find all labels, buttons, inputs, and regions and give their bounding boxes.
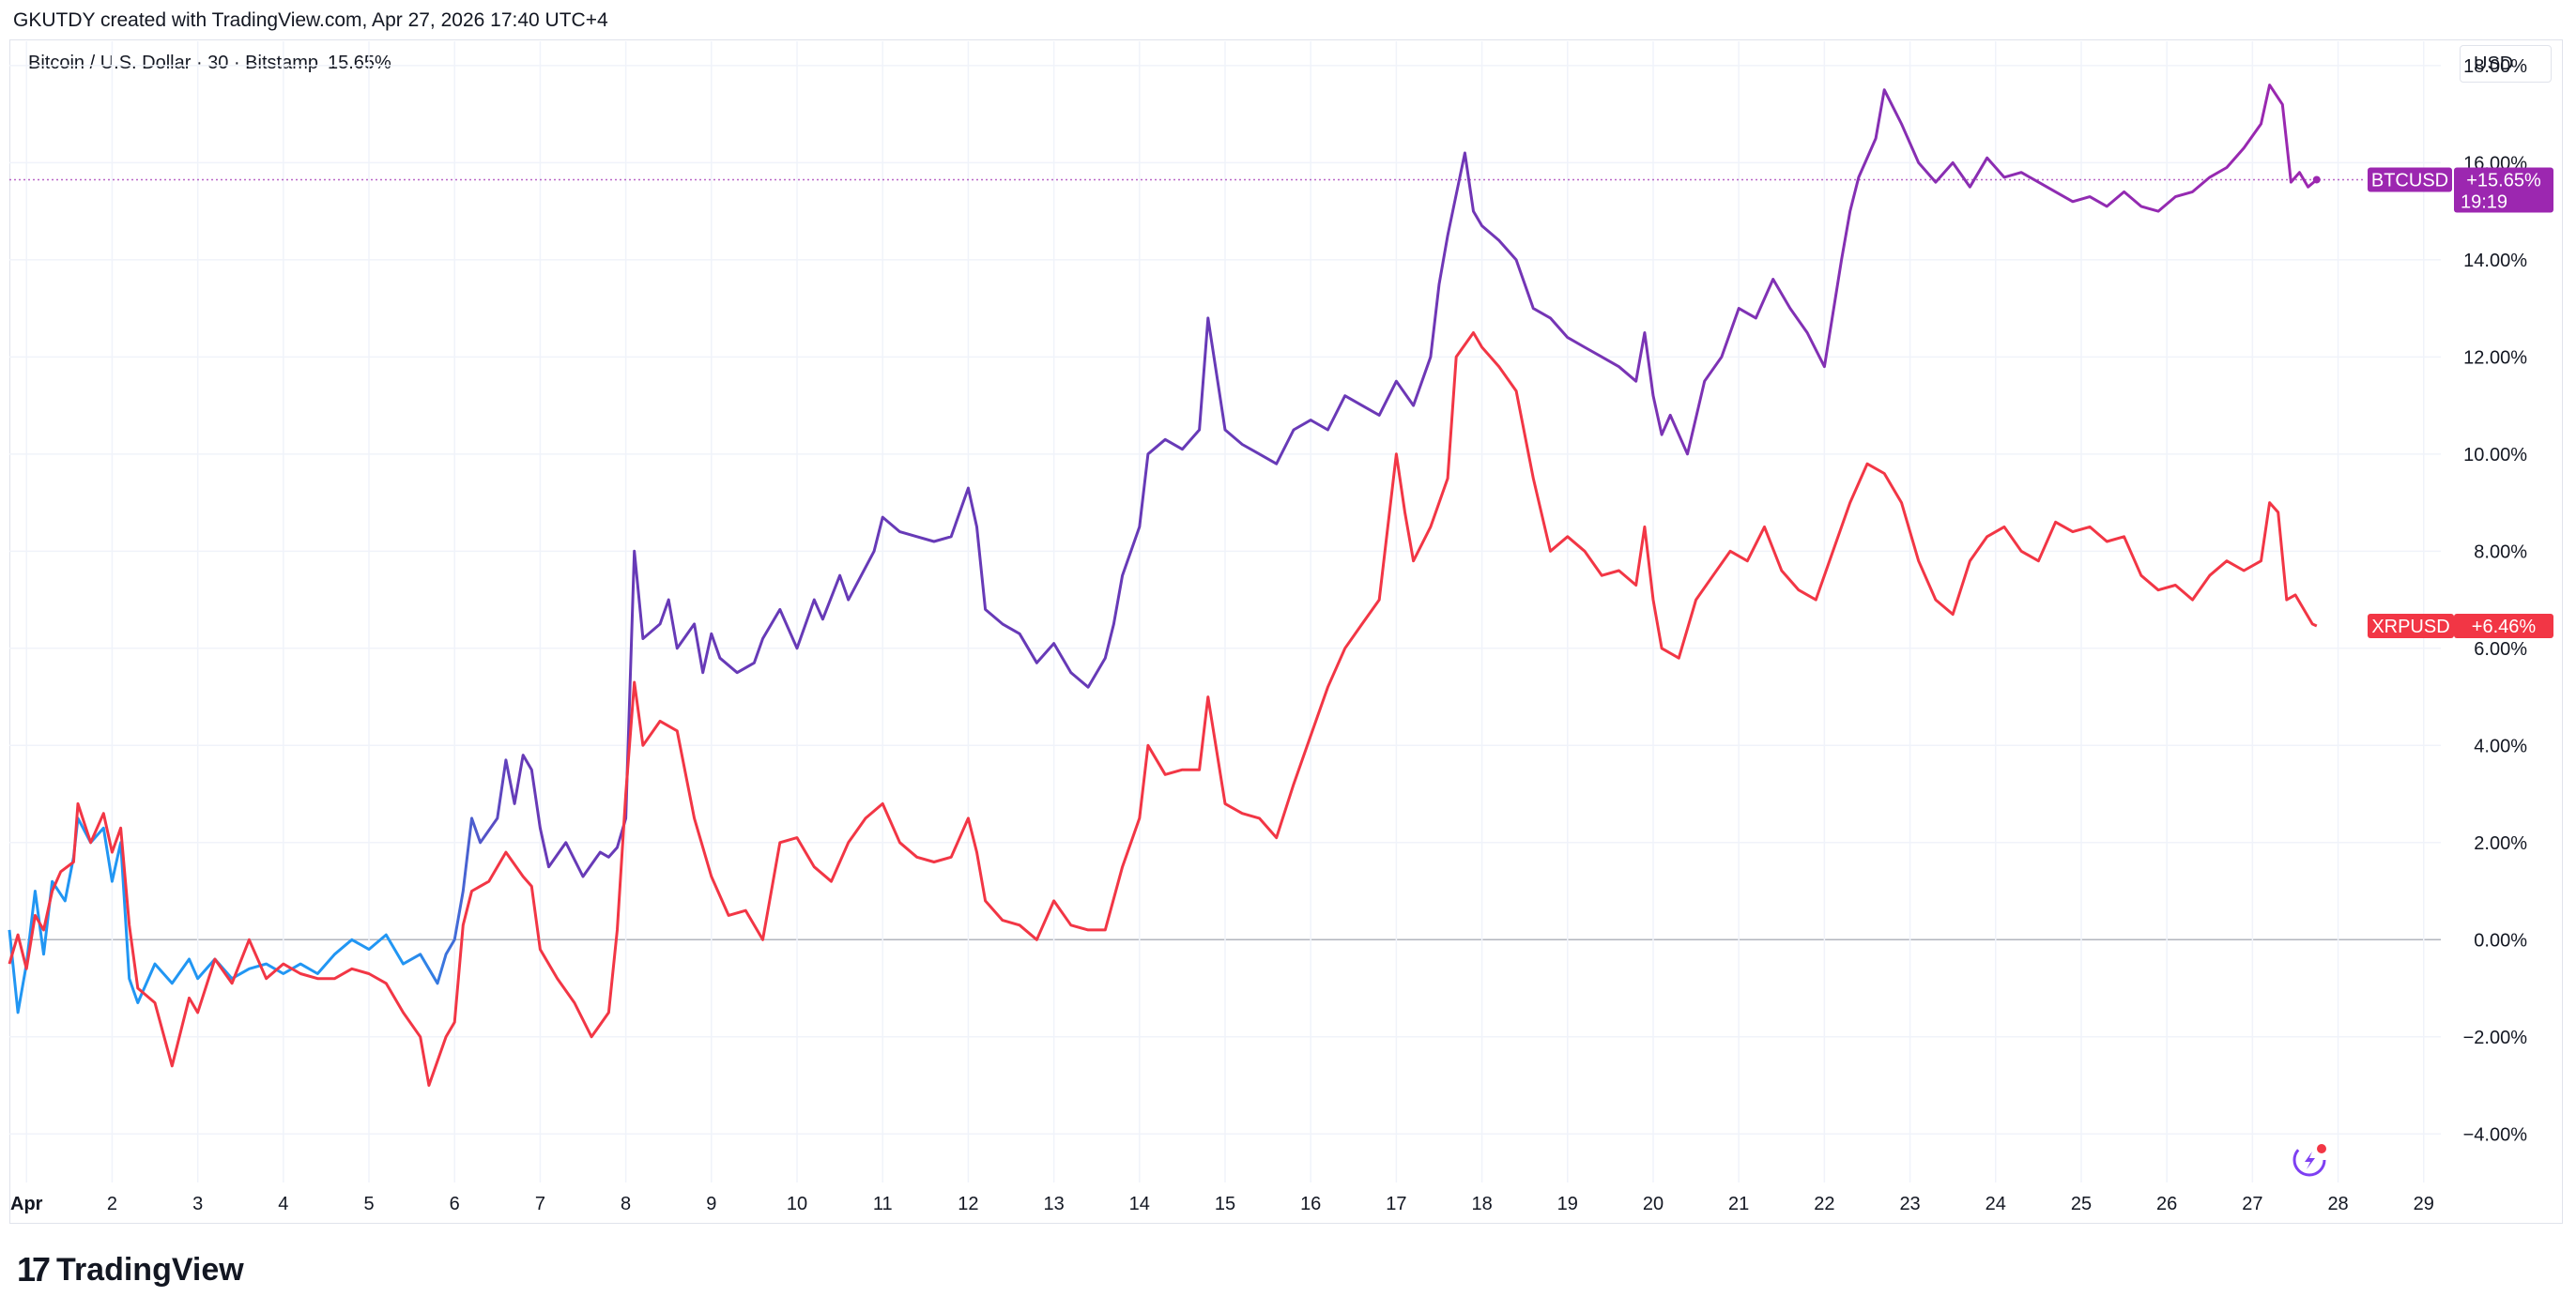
x-tick-label: 11 <box>873 1194 893 1214</box>
y-tick-label: 18.00% <box>2463 56 2527 77</box>
xrpusd-value-tag <box>2454 614 2553 639</box>
x-tick-label: 12 <box>958 1194 978 1214</box>
x-tick-label: 5 <box>363 1194 374 1214</box>
xrpusd-line <box>8 331 2318 1087</box>
chart-series <box>8 84 2366 1087</box>
x-tick-label: 24 <box>1986 1194 2006 1214</box>
btcusd-line <box>8 84 2318 1015</box>
btcusd-value-label: +15.65% <box>2466 170 2541 191</box>
x-tick-label: 14 <box>1129 1194 1150 1214</box>
x-tick-label: 27 <box>2242 1194 2262 1214</box>
x-tick-label: 21 <box>1728 1194 1749 1214</box>
tradingview-mark: 17 <box>17 1250 51 1289</box>
x-tick-label: 6 <box>450 1194 460 1214</box>
y-tick-label: 8.00% <box>2474 542 2527 562</box>
y-tick-label: 10.00% <box>2463 445 2527 465</box>
x-axis: Apr 2 3 4 5 6 7 8 9 10 11 12 13 14 15 16 17 18 19 20 21 22 23 2… <box>10 1194 2434 1214</box>
y-tick-label: −4.00% <box>2463 1124 2528 1145</box>
btcusd-symbol-label: BTCUSD <box>2371 170 2448 191</box>
chart-header: GKUTDY created with TradingView.com, Apr… <box>13 9 608 31</box>
currency-button[interactable]: USD <box>2460 45 2552 83</box>
tradingview-wordmark: TradingView <box>56 1251 244 1288</box>
xrpusd-symbol-tag <box>2368 614 2454 639</box>
x-tick-label: 19 <box>1557 1194 1578 1214</box>
x-tick-label: 2 <box>107 1194 117 1214</box>
y-tick-label: −2.00% <box>2463 1028 2528 1048</box>
xrpusd-symbol-label: XRPUSD <box>2371 617 2449 637</box>
x-tick-label: 20 <box>1643 1194 1664 1214</box>
chart-legend[interactable]: Bitcoin / U.S. Dollar · 30 · Bitstamp 15.… <box>28 53 391 74</box>
x-tick-label: 16 <box>1300 1194 1321 1214</box>
chart-grid <box>9 41 2441 1182</box>
x-tick-label: 25 <box>2071 1194 2092 1214</box>
legend-symbol: Bitcoin / U.S. Dollar · 30 · Bitstamp <box>28 53 318 73</box>
legend-value: 15.65% <box>327 53 391 73</box>
y-tick-label: 0.00% <box>2474 930 2527 951</box>
x-tick-label: 17 <box>1386 1194 1406 1214</box>
btcusd-last-dot <box>2312 175 2321 184</box>
y-tick-label: 2.00% <box>2474 833 2527 854</box>
x-tick-label: 26 <box>2156 1194 2177 1214</box>
x-tick-label: 15 <box>1215 1194 1235 1214</box>
x-tick-label: 18 <box>1471 1194 1492 1214</box>
x-tick-label: 9 <box>706 1194 716 1214</box>
x-tick-label: 10 <box>787 1194 807 1214</box>
x-tick-label: 22 <box>1814 1194 1834 1214</box>
chart-frame <box>9 39 2563 1224</box>
xrpusd-value-label: +6.46% <box>2472 617 2537 637</box>
x-tick-label: Apr <box>10 1194 43 1214</box>
y-tick-label: 12.00% <box>2463 347 2527 368</box>
btcusd-symbol-tag <box>2368 167 2452 192</box>
last-value-markers: BTCUSD +15.65%19:19 XRPUSD +6.46% <box>2368 167 2553 639</box>
x-tick-label: 28 <box>2327 1194 2348 1214</box>
y-tick-label: 6.00% <box>2474 639 2527 660</box>
x-tick-label: 8 <box>621 1194 631 1214</box>
btcusd-value-tag <box>2454 167 2553 213</box>
y-tick-label: 14.00% <box>2463 251 2527 271</box>
y-axis: −4.00% −2.00% 0.00% 2.00% 4.00% 6.00% 8.00% 10.… <box>2463 56 2528 1145</box>
btcusd-countdown: 19:19 <box>2461 191 2507 212</box>
x-tick-label: 23 <box>1899 1194 1920 1214</box>
y-tick-label: 4.00% <box>2474 736 2527 756</box>
tradingview-logo[interactable]: 17 TradingView <box>17 1250 244 1289</box>
x-tick-label: 7 <box>535 1194 545 1214</box>
x-tick-label: 3 <box>192 1194 203 1214</box>
x-tick-label: 13 <box>1043 1194 1064 1214</box>
x-tick-label: 4 <box>278 1194 288 1214</box>
x-tick-label: 29 <box>2414 1194 2434 1214</box>
flash-icon[interactable] <box>2292 1143 2326 1177</box>
